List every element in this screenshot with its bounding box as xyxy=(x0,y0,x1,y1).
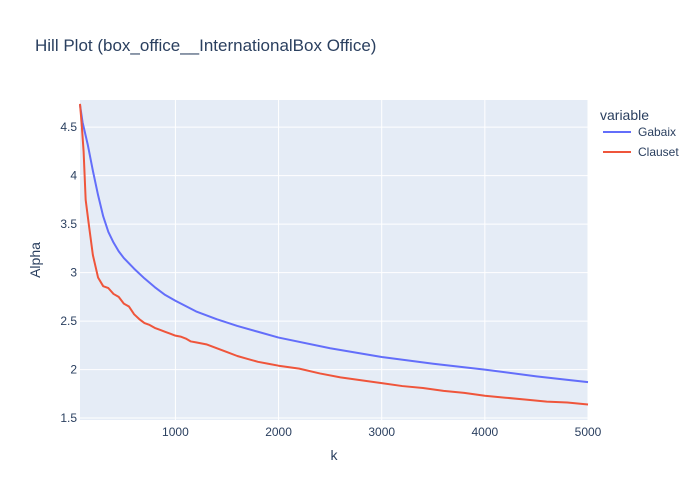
legend-label-gabaix: Gabaix xyxy=(638,125,676,139)
series-layer xyxy=(79,103,589,406)
y-tick-label: 3.5 xyxy=(60,217,77,231)
y-tick-label: 1.5 xyxy=(60,411,77,425)
plot-area xyxy=(80,100,588,420)
y-tick-label: 2 xyxy=(70,363,77,377)
legend[interactable]: variable Gabaix Clauset xyxy=(600,107,679,159)
y-tick-label: 2.5 xyxy=(60,314,77,328)
x-tick-label: 5000 xyxy=(575,425,602,439)
y-tick-label: 4.5 xyxy=(60,120,77,134)
y-tick-label: 3 xyxy=(70,266,77,280)
x-tick-label: 2000 xyxy=(265,425,292,439)
x-axis-label: k xyxy=(331,447,339,463)
x-axis-ticks: 1000 2000 3000 4000 5000 xyxy=(162,425,602,439)
legend-label-clauset: Clauset xyxy=(638,145,679,159)
legend-item-gabaix[interactable]: Gabaix xyxy=(603,125,676,139)
y-tick-label: 4 xyxy=(70,169,77,183)
series-line-gabaix xyxy=(79,104,589,384)
y-axis-ticks: 1.5 2 2.5 3 3.5 4 4.5 xyxy=(60,120,77,425)
series-line-clauset xyxy=(79,103,589,406)
x-tick-label: 1000 xyxy=(162,425,189,439)
x-tick-label: 3000 xyxy=(368,425,395,439)
y-axis-label: Alpha xyxy=(27,242,43,278)
legend-title: variable xyxy=(600,107,649,123)
legend-item-clauset[interactable]: Clauset xyxy=(603,145,679,159)
chart-title: Hill Plot (box_office__InternationalBox … xyxy=(35,36,376,55)
grid-lines xyxy=(80,100,589,420)
x-tick-label: 4000 xyxy=(472,425,499,439)
